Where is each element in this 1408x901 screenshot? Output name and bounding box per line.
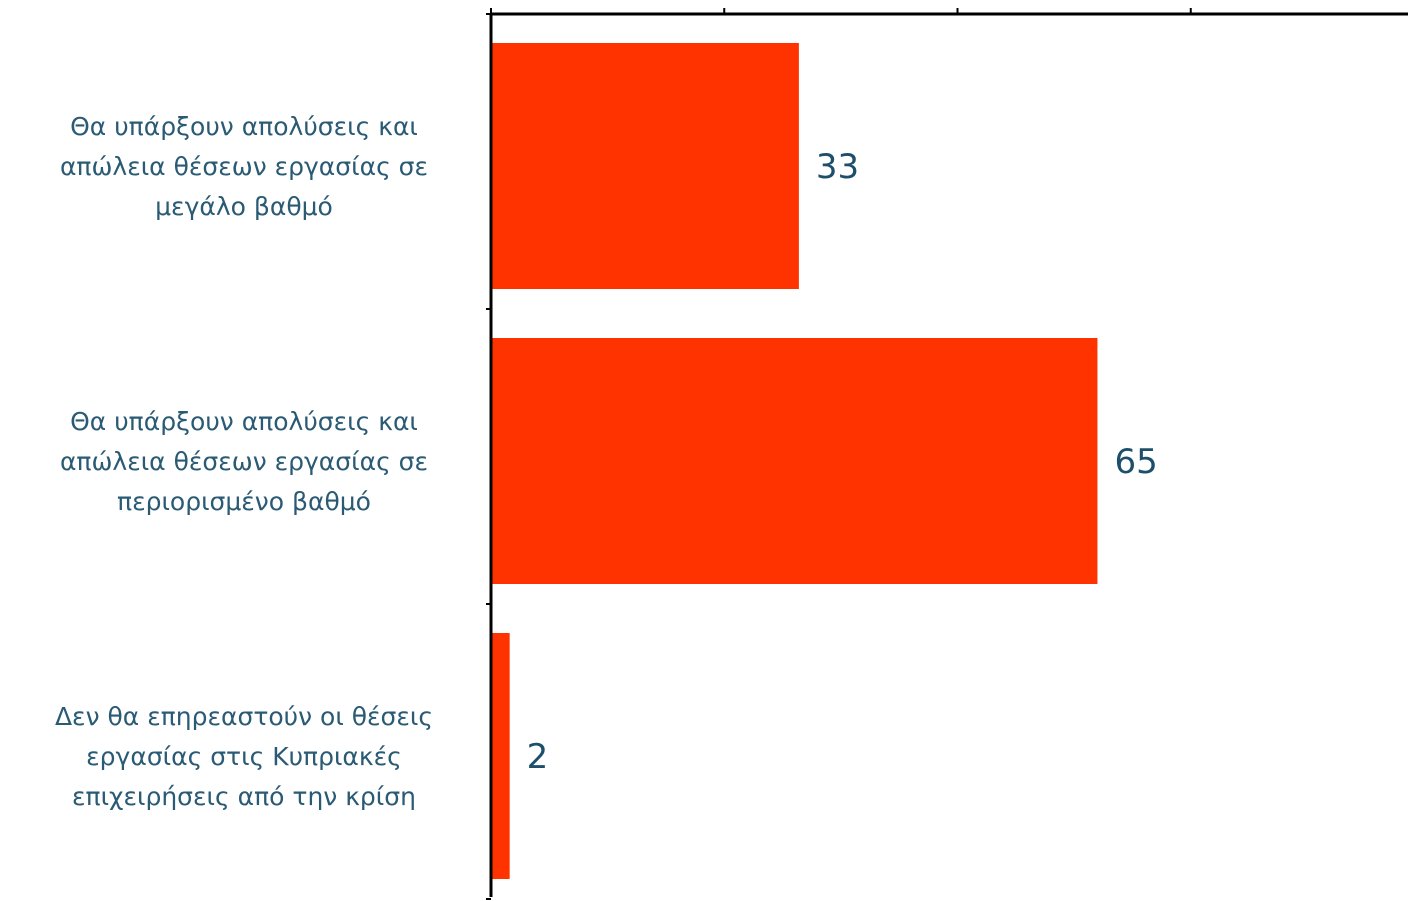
category-label-line: απώλεια θέσεων εργασίας σε <box>60 152 428 181</box>
category-label: Δεν θα επηρεαστούν οι θέσεις εργασίας στι… <box>55 702 433 811</box>
value-labels-layer: 33 65 2 <box>527 147 1158 777</box>
bar <box>491 338 1098 584</box>
category-label-line: περιορισμένο βαθμό <box>117 487 371 516</box>
category-label: Θα υπάρξουν απολύσεις και απώλεια θέσεων … <box>60 112 428 221</box>
category-label-line: Θα υπάρξουν απολύσεις και <box>70 112 418 141</box>
category-label-line: Δεν θα επηρεαστούν οι θέσεις <box>55 702 433 731</box>
category-label-line: μεγάλο βαθμό <box>155 192 333 221</box>
category-label-line: επιχειρήσεις από την κρίση <box>72 782 416 811</box>
bar <box>491 43 799 289</box>
data-label: 33 <box>816 147 859 187</box>
data-label: 2 <box>527 737 549 777</box>
category-label-line: απώλεια θέσεων εργασίας σε <box>60 447 428 476</box>
bar <box>491 633 510 879</box>
axes-layer <box>486 8 1408 900</box>
data-label: 65 <box>1114 442 1157 482</box>
category-label-line: Θα υπάρξουν απολύσεις και <box>70 407 418 436</box>
bars-layer <box>491 43 1098 879</box>
category-label-line: εργασίας στις Κυπριακές <box>86 742 402 771</box>
category-labels-layer: Θα υπάρξουν απολύσεις και απώλεια θέσεων … <box>55 112 433 811</box>
category-label: Θα υπάρξουν απολύσεις και απώλεια θέσεων … <box>60 407 428 516</box>
